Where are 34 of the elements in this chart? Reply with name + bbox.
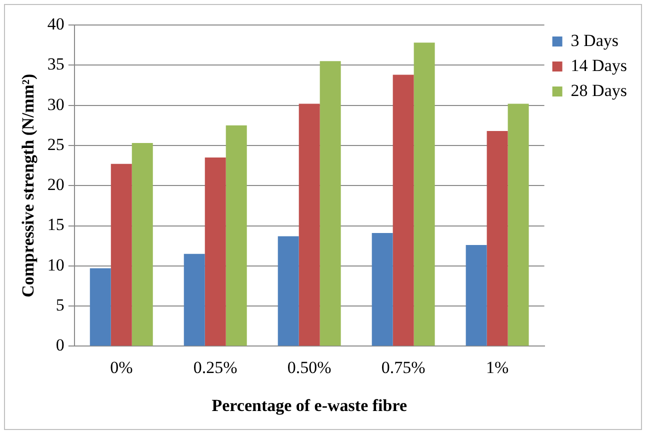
legend-label: 14 Days (570, 56, 628, 75)
bar (466, 245, 487, 346)
y-tick-label: 20 (47, 175, 64, 194)
x-tick-label: 1% (486, 358, 509, 377)
bar (90, 268, 111, 346)
bar (372, 232, 393, 346)
bar (132, 143, 153, 346)
y-tick-label: 0 (56, 336, 64, 355)
bar (392, 74, 414, 346)
y-axis-title: Compressive strength (N/mm²) (18, 74, 38, 298)
bar (486, 130, 508, 346)
y-tick-label: 15 (47, 215, 64, 234)
x-tick-label: 0.25% (193, 358, 238, 377)
y-tick-label: 25 (47, 134, 64, 154)
x-tick-label: 0.50% (287, 358, 332, 377)
x-tick-label: 0% (110, 358, 133, 377)
bar (226, 125, 247, 346)
y-tick-label: 10 (47, 255, 64, 274)
x-axis-title: Percentage of e-waste fibre (212, 396, 408, 416)
bar (508, 104, 529, 346)
bar (298, 104, 320, 346)
y-tick-label: 35 (47, 54, 64, 74)
y-tick-label: 5 (56, 296, 64, 315)
legend-label: 3 Days (570, 30, 619, 50)
bar (184, 254, 205, 346)
legend-label: 28 Days (570, 80, 628, 100)
bar (414, 42, 435, 346)
y-tick-label: 40 (47, 14, 64, 34)
bar (320, 61, 341, 346)
bar (204, 157, 226, 346)
x-tick-label: 0.75% (381, 358, 426, 377)
bar (278, 236, 299, 346)
y-tick-label: 30 (47, 94, 64, 114)
bar (110, 164, 132, 346)
